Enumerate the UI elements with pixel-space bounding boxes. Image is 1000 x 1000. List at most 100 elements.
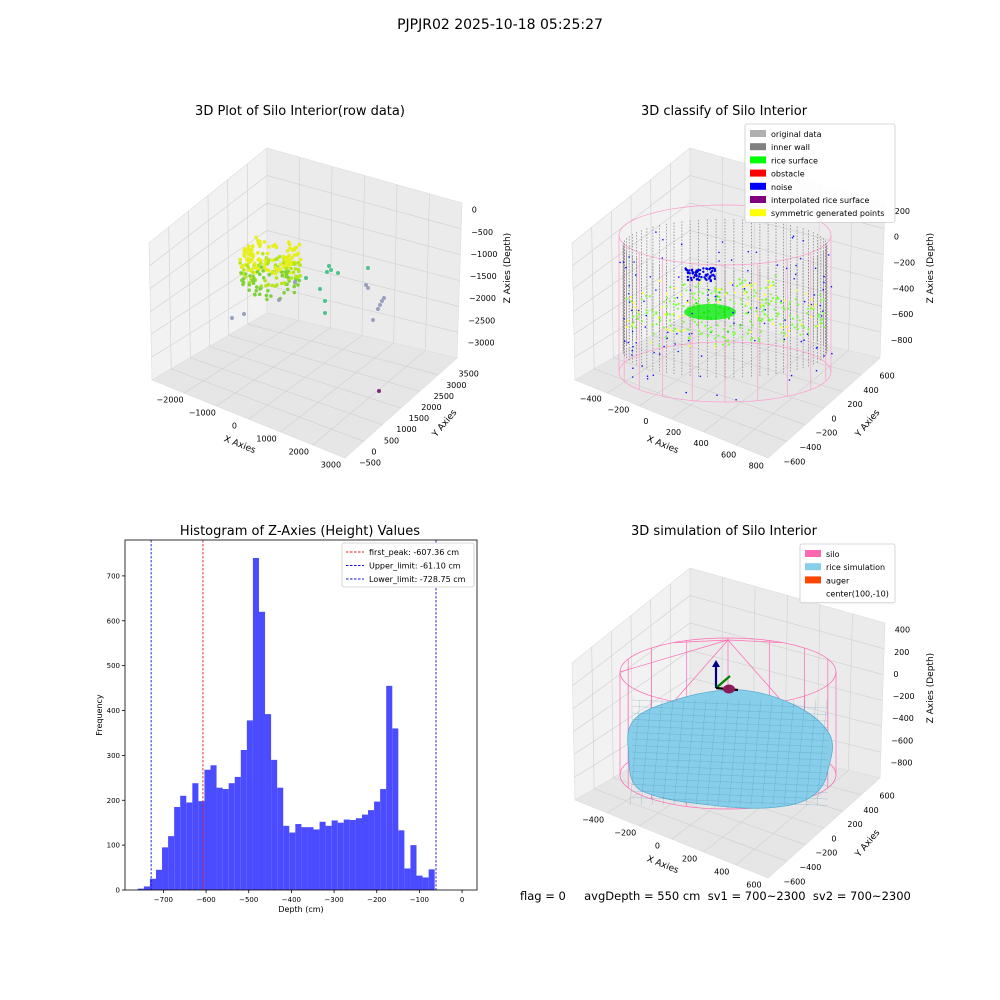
- cls-noise-point: [748, 282, 751, 284]
- cls-noise-point: [630, 309, 633, 312]
- cls-surface-point: [727, 339, 730, 342]
- raw-data-point: [297, 242, 302, 247]
- raw-data-point: [289, 266, 294, 271]
- raw-x-tick-label: −2000: [157, 396, 184, 405]
- raw-y-tick-label: 1500: [409, 414, 429, 423]
- cls-noise-point: [820, 315, 823, 317]
- raw-data-point: [249, 251, 253, 255]
- raw-3d-plot: −2000 −1000 0 1000 2000 3000 −500 0 500 1000 1500 2…: [148, 147, 513, 470]
- cls-noise-point: [631, 330, 634, 333]
- histogram-x-tick-label: −100: [410, 896, 429, 904]
- cls-noise-point: [637, 309, 640, 312]
- raw-y-tick-label: −500: [359, 459, 381, 468]
- cls-surface-point: [749, 330, 752, 333]
- cls-noise-point: [747, 250, 750, 253]
- cls-noise-point: [667, 331, 669, 334]
- raw-data-point: [255, 270, 260, 274]
- cls-surface-point: [637, 313, 641, 316]
- cls-noise-point: [628, 256, 630, 258]
- raw-y-tick-label: 2000: [421, 403, 441, 412]
- raw-data-point: [283, 255, 288, 260]
- cls-surface-point: [682, 329, 685, 332]
- cls-noise-point: [655, 289, 657, 291]
- cls-legend-label: interpolated rice surface: [771, 196, 869, 205]
- sim-z-tick-label: 200: [894, 648, 909, 657]
- cls-legend-swatch: [750, 143, 766, 151]
- cls-surface-point: [739, 326, 742, 329]
- cls-surface-point: [743, 292, 746, 295]
- histogram-x-tick-label: −500: [239, 896, 258, 904]
- raw-data-point: [273, 271, 278, 275]
- sim-mesh-line: [631, 784, 829, 793]
- cls-y-tick-label: 400: [863, 386, 878, 395]
- cls-noise-point: [713, 277, 717, 280]
- cls-noise-point: [822, 288, 824, 291]
- histogram-bar: [343, 819, 350, 890]
- raw-data-point: [247, 247, 251, 252]
- histogram-bar: [174, 806, 181, 890]
- cls-rice-surface: [625, 274, 826, 348]
- cls-noise-point: [794, 273, 797, 276]
- cls-surface-point: [757, 319, 761, 322]
- cls-surface-point: [637, 317, 640, 321]
- sim-mesh-line: [695, 699, 707, 806]
- cls-noise-point: [641, 365, 644, 367]
- cls-noise-point: [698, 268, 702, 272]
- cls-legend-swatch: [750, 130, 766, 137]
- cls-surface-point: [796, 323, 799, 326]
- sim-y-axis-label: Y Axies: [853, 828, 882, 860]
- cls-noise-point: [721, 241, 724, 243]
- raw-outlier-point: [376, 307, 380, 311]
- cls-surface-point: [625, 297, 628, 300]
- sim-mesh-line: [631, 745, 829, 754]
- raw-data-point: [258, 244, 262, 248]
- raw-data-point: [293, 261, 297, 266]
- cls-y-tick-label: 600: [879, 372, 894, 381]
- cls-noise-point: [799, 257, 802, 260]
- cls-surface-point: [655, 323, 658, 326]
- raw-data-point: [238, 261, 242, 265]
- cls-noise-point: [666, 337, 668, 340]
- raw-x-gridline: [248, 175, 365, 420]
- cls-surface-point: [630, 325, 634, 328]
- cls-noise-point: [634, 274, 637, 276]
- sim-mesh-line: [783, 699, 795, 806]
- cls-surface-point: [795, 289, 798, 292]
- cls-noise-point: [814, 267, 817, 270]
- raw-data-point: [264, 293, 269, 298]
- raw-outlier-point: [371, 318, 375, 322]
- cls-noise-point: [747, 311, 750, 314]
- cls-noise-point: [763, 322, 766, 325]
- cls-surface-point: [665, 292, 668, 295]
- cls-x-tick-label: 400: [693, 439, 708, 448]
- histogram-x-tick-label: −700: [154, 896, 173, 904]
- raw-data-point: [242, 268, 246, 272]
- raw-data-point: [280, 273, 285, 278]
- cls-surface-point: [791, 317, 795, 320]
- cls-noise-point: [677, 350, 679, 353]
- raw-data-point: [282, 264, 286, 269]
- raw-data-point: [258, 258, 263, 263]
- cls-noise-point: [692, 276, 696, 279]
- raw-z-axis-label: Z Axies (Depth): [503, 233, 513, 304]
- cls-noise-point: [685, 391, 687, 394]
- cls-surface-point: [739, 323, 742, 327]
- cls-noise-point: [707, 277, 711, 280]
- cls-surface-point: [672, 313, 675, 316]
- histogram-bar: [198, 801, 205, 890]
- sim-auger-marker: [723, 684, 735, 694]
- cls-surface-point: [724, 293, 727, 296]
- cls-surface-point: [738, 278, 741, 281]
- cls-noise-point: [716, 394, 718, 397]
- cls-noise-point: [823, 275, 825, 278]
- sim-mesh-line: [631, 771, 829, 780]
- cls-surface-point: [808, 303, 812, 307]
- cls-surface-point: [766, 314, 769, 317]
- cls-surface-point: [754, 282, 757, 285]
- raw-outlier-point: [329, 268, 333, 272]
- cls-surface-point: [739, 298, 743, 301]
- histogram-y-tick-label: 100: [107, 842, 120, 850]
- sim-mesh-line: [761, 699, 773, 806]
- histogram-bar: [228, 783, 235, 890]
